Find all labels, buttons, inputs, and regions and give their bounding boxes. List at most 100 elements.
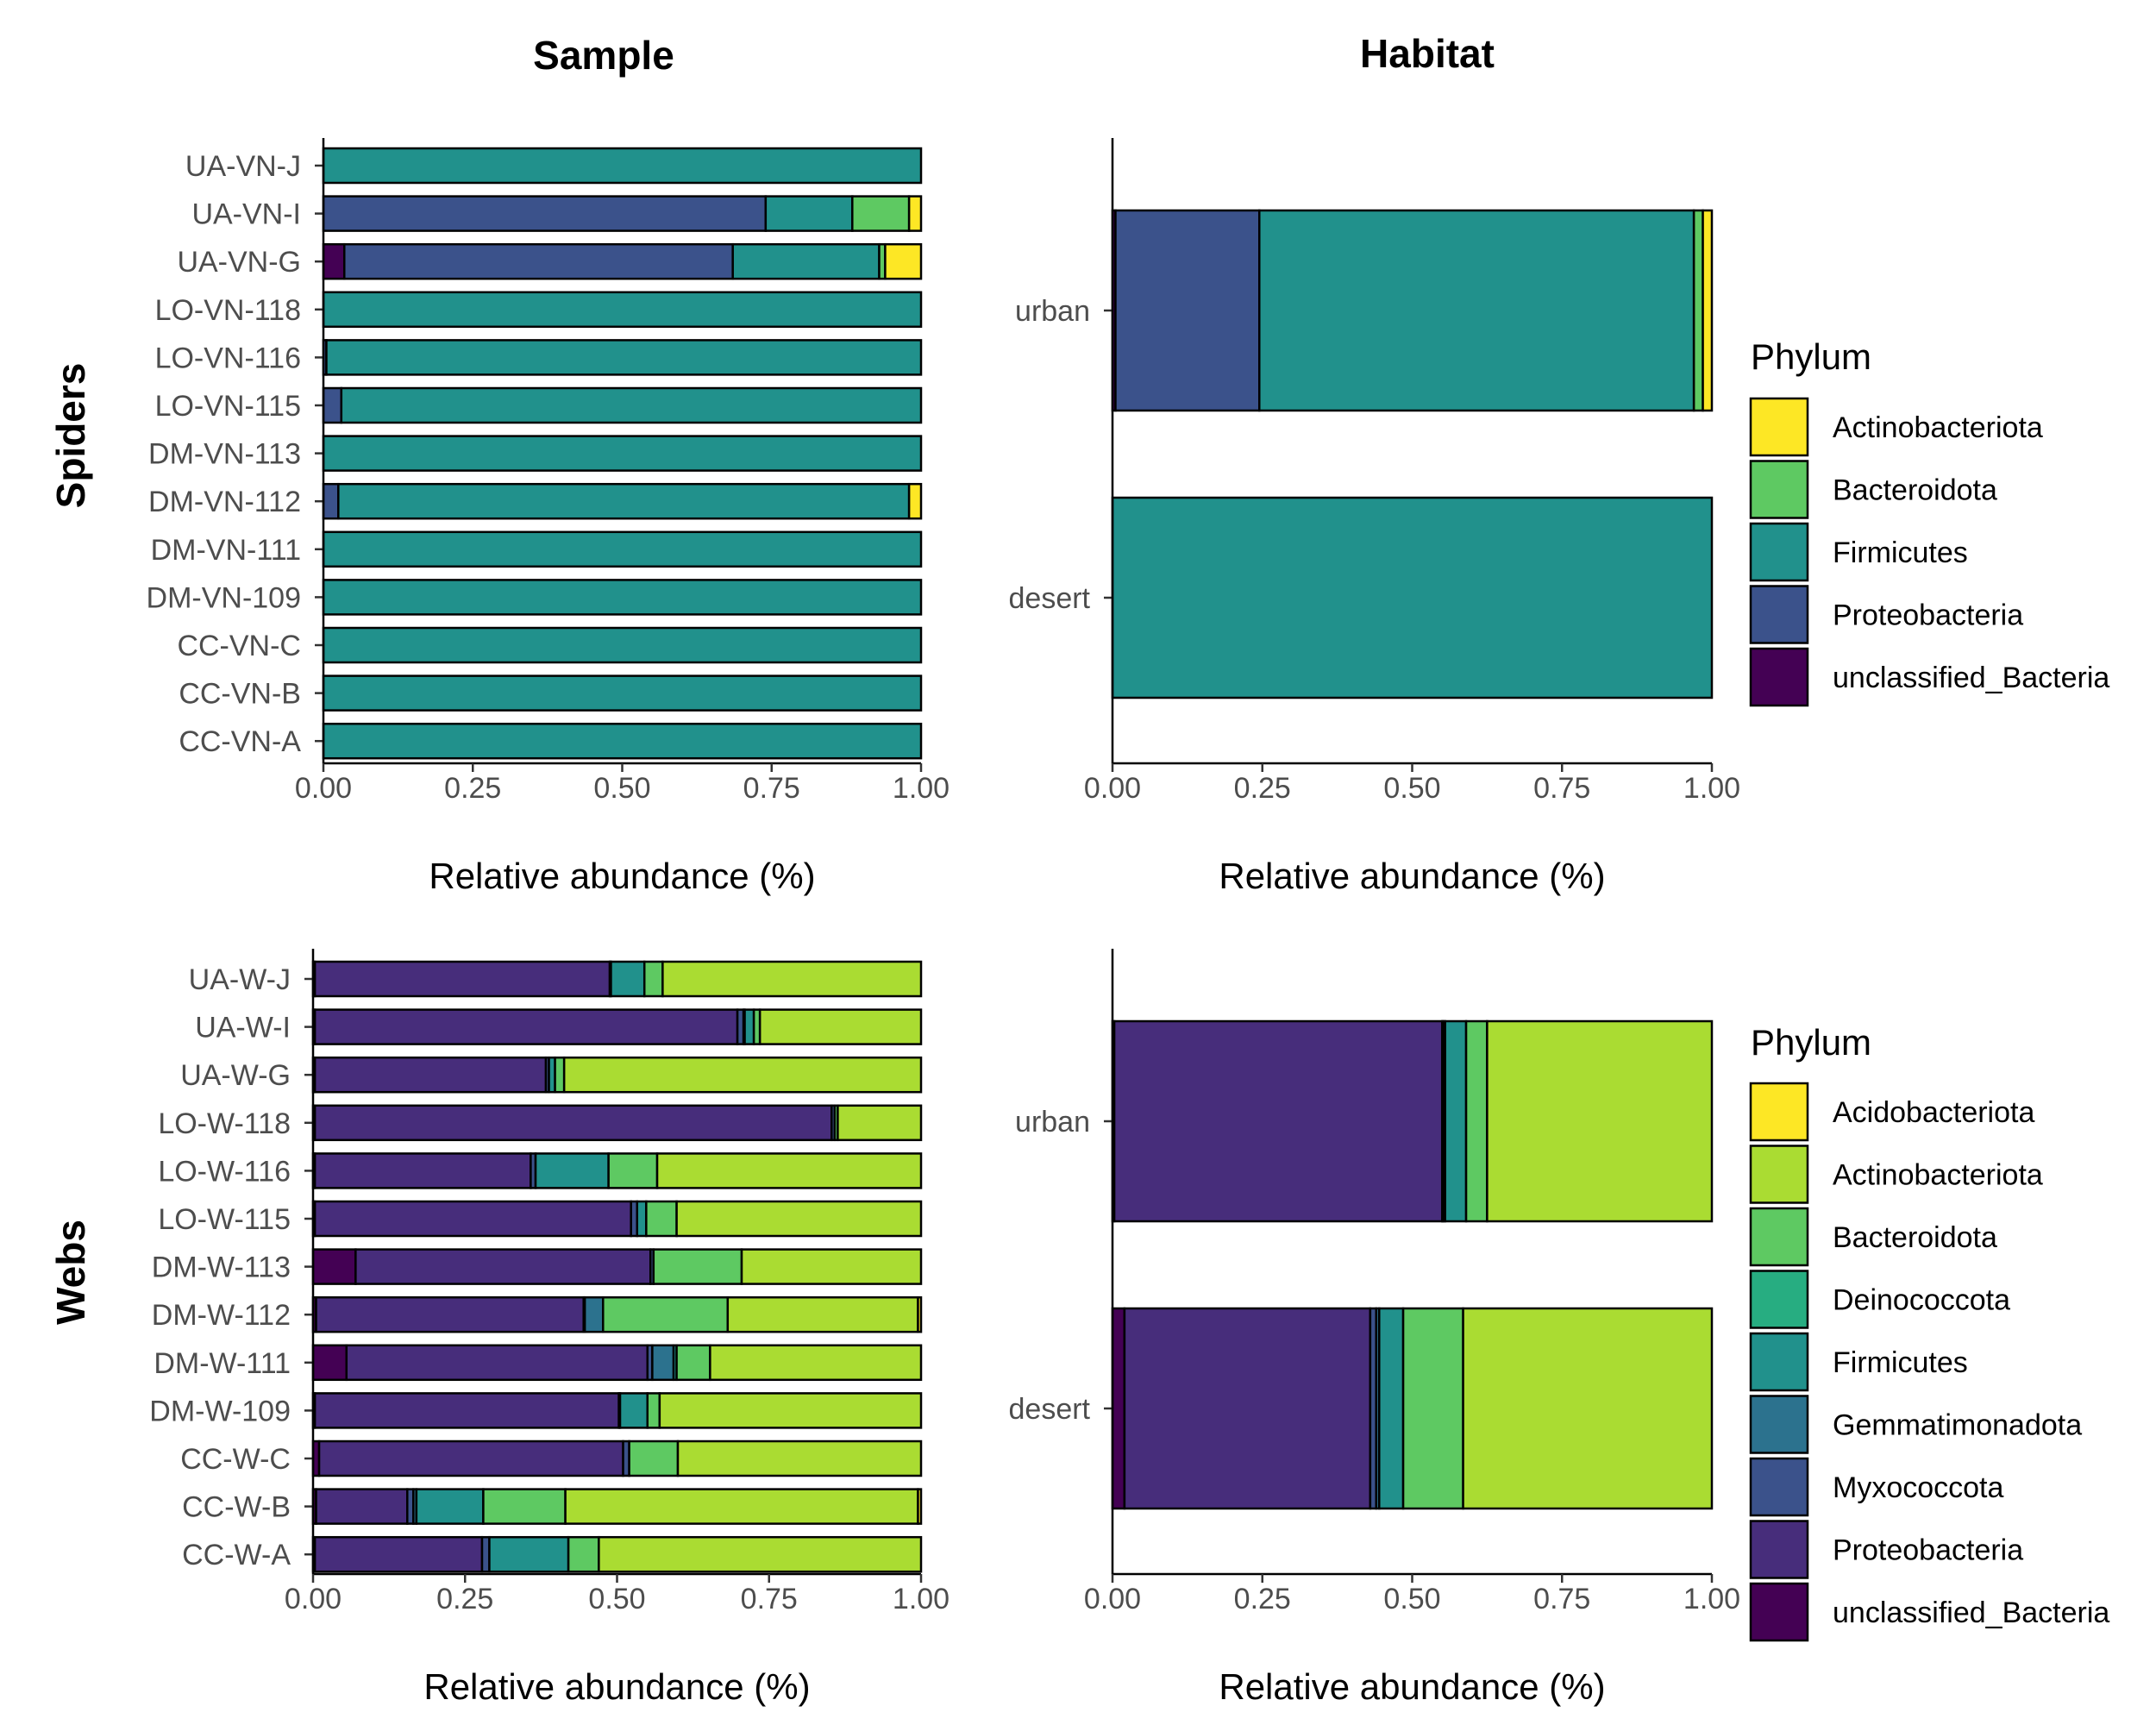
legend-swatch [1749, 522, 1809, 582]
bar-segment [661, 960, 923, 998]
bar-segment [322, 626, 923, 664]
y-tick-label: CC-VN-A [179, 725, 301, 758]
y-tick-label: DM-W-112 [152, 1299, 291, 1332]
legend-swatch [1749, 397, 1809, 457]
x-tick-label: 0.50 [588, 1583, 645, 1615]
legend-label: Acidobacteriota [1833, 1096, 2034, 1129]
y-tick-label: CC-W-C [180, 1443, 291, 1476]
y-tick-label: UA-W-J [189, 963, 291, 996]
bar-segment [837, 1104, 923, 1142]
x-axis-title: Relative abundance (%) [1219, 1666, 1605, 1707]
bar-segment [354, 1248, 652, 1285]
bar-segment [628, 1440, 680, 1477]
y-tick-label: LO-W-116 [158, 1155, 291, 1188]
bar-segment [907, 195, 923, 232]
bar-segment [564, 1488, 919, 1525]
y-tick-label: CC-VN-B [179, 678, 301, 711]
bar-segment [415, 1488, 485, 1525]
x-tick-label: 0.00 [1084, 772, 1141, 805]
bar-segment [1258, 209, 1695, 412]
bar-segment [884, 242, 923, 280]
bar-segment [655, 1152, 923, 1189]
y-tick-label: urban [1015, 295, 1090, 328]
bar-segment [618, 1392, 649, 1429]
y-tick-label: urban [1015, 1106, 1090, 1138]
x-tick-label: 0.50 [1383, 1583, 1440, 1615]
bar-segment [675, 1344, 711, 1382]
bar-segment [1444, 1019, 1468, 1223]
bar-segment [1464, 1019, 1489, 1223]
y-tick-label: DM-VN-109 [147, 581, 301, 614]
bar-segment [322, 386, 343, 424]
bar-segment [651, 1344, 675, 1382]
bar-segment [315, 1488, 409, 1525]
bar-segment [322, 195, 768, 232]
bar-segment [1401, 1307, 1464, 1510]
bar-segment [322, 530, 923, 568]
bar-segment [345, 1344, 649, 1382]
x-tick-label: 0.25 [444, 772, 501, 805]
y-tick-label: CC-VN-C [177, 630, 301, 662]
legend-label: Deinococcota [1833, 1284, 2010, 1317]
bar-segment [1112, 1019, 1444, 1223]
bar-segment [322, 579, 923, 616]
y-tick-label: desert [1009, 1393, 1091, 1426]
bar-segment [1462, 1307, 1714, 1510]
bar-segment [602, 1295, 730, 1333]
legend: Phylum Actinobacteriota Bacteroidota Firmic… [1749, 336, 2109, 707]
bar-segment [1123, 1307, 1372, 1510]
bar-segment [534, 1152, 610, 1189]
bar-segment [764, 195, 854, 232]
x-tick-label: 0.00 [1084, 1583, 1141, 1615]
bar-segment [607, 1152, 659, 1189]
legend-swatch [1749, 1457, 1809, 1517]
x-tick-label: 0.25 [436, 1583, 493, 1615]
y-tick-label: LO-VN-118 [155, 294, 301, 327]
legend-label: Myxococcota [1833, 1471, 2003, 1504]
x-tick-label: 1.00 [1683, 772, 1740, 805]
row-title-spiders: Spiders [48, 363, 93, 509]
bar-segment [562, 1056, 923, 1094]
bar-segment [1692, 209, 1704, 412]
legend-label: Actinobacteriota [1833, 1159, 2043, 1192]
bar-segment [322, 147, 923, 185]
y-tick-label: UA-VN-I [191, 198, 301, 231]
x-axis-title: Relative abundance (%) [429, 856, 815, 896]
bar-segment [1702, 209, 1714, 412]
bar-segment [731, 242, 881, 280]
legend-swatch [1749, 1145, 1809, 1204]
bar-segment [322, 291, 923, 329]
bar-segment [313, 1056, 548, 1094]
legend-swatch [1749, 1207, 1809, 1267]
x-tick-label: 0.50 [1383, 772, 1440, 805]
bar-segment [311, 1344, 348, 1382]
bar-segment [675, 1200, 923, 1238]
y-tick-label: UA-W-I [195, 1012, 291, 1044]
y-tick-label: DM-W-109 [149, 1395, 291, 1427]
y-tick-label: UA-VN-G [177, 246, 301, 279]
bar-segment [642, 960, 664, 998]
bar-segment [1114, 209, 1261, 412]
bar-segment [1111, 496, 1714, 699]
bar-segment [645, 1200, 678, 1238]
y-tick-label: DM-W-113 [152, 1251, 291, 1284]
legend-label: Proteobacteria [1833, 599, 2023, 632]
bar-segment [313, 1104, 833, 1142]
y-tick-label: LO-W-115 [158, 1203, 291, 1236]
bar-segment [343, 242, 734, 280]
bar-segment [313, 1008, 739, 1045]
bar-segment [658, 1392, 923, 1429]
x-tick-label: 0.75 [743, 772, 800, 805]
legend-title: Phylum [1751, 336, 1871, 377]
legend-swatch [1749, 1332, 1809, 1392]
row-title-webs: Webs [48, 1220, 93, 1325]
panel-2: urban desert 0.00 0.25 0.50 0.75 1.00 Relative … [1009, 138, 2109, 896]
legend-swatch [1749, 1270, 1809, 1329]
bar-segment [313, 1152, 532, 1189]
bar-segment [340, 386, 923, 424]
bar-segment [311, 1248, 357, 1285]
bar-segment [322, 242, 346, 280]
panel-3: UA-W-J UA-W-I UA-W-G LO-W-118 LO-W-116 LO-W-1… [149, 949, 950, 1707]
bar-segment [636, 1200, 648, 1238]
